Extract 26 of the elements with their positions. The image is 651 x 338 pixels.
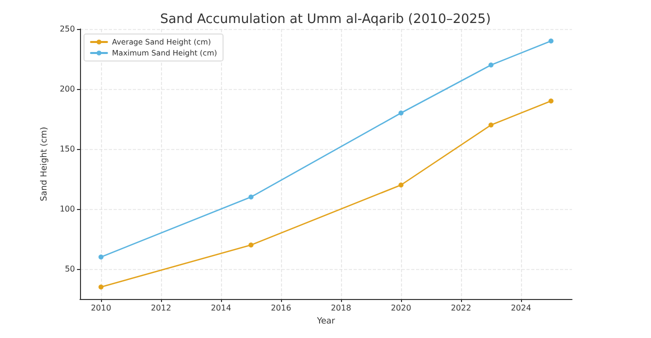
y-tick-label: 250	[60, 24, 75, 34]
x-tick-label: 2016	[270, 304, 292, 312]
point	[98, 284, 104, 290]
y-tick-label: 200	[60, 84, 75, 94]
x-tick-label: 2022	[450, 304, 472, 312]
chart-title: Sand Accumulation at Umm al-Aqarib (2010–2025)	[160, 12, 491, 27]
x-tick-label: 2020	[390, 304, 412, 312]
x-tick-label: 2018	[330, 304, 352, 312]
y-tick-label: 150	[60, 144, 75, 154]
point	[488, 62, 494, 68]
x-axis-title: Year	[316, 316, 336, 326]
x-tick-label: 2012	[150, 304, 172, 312]
y-axis-title: Sand Height (cm)	[39, 126, 50, 202]
y-tick-label: 100	[60, 204, 75, 214]
point	[548, 98, 554, 104]
y-tick-label: 50	[64, 264, 75, 274]
point	[398, 182, 404, 188]
x-tick-label: 2010	[90, 304, 112, 312]
point	[398, 110, 404, 116]
point	[548, 38, 554, 44]
x-tick-label: 2014	[210, 304, 232, 312]
point	[248, 194, 254, 200]
point	[98, 254, 104, 260]
point	[248, 242, 254, 248]
point	[488, 122, 494, 128]
x-tick-label: 2024	[510, 304, 532, 312]
